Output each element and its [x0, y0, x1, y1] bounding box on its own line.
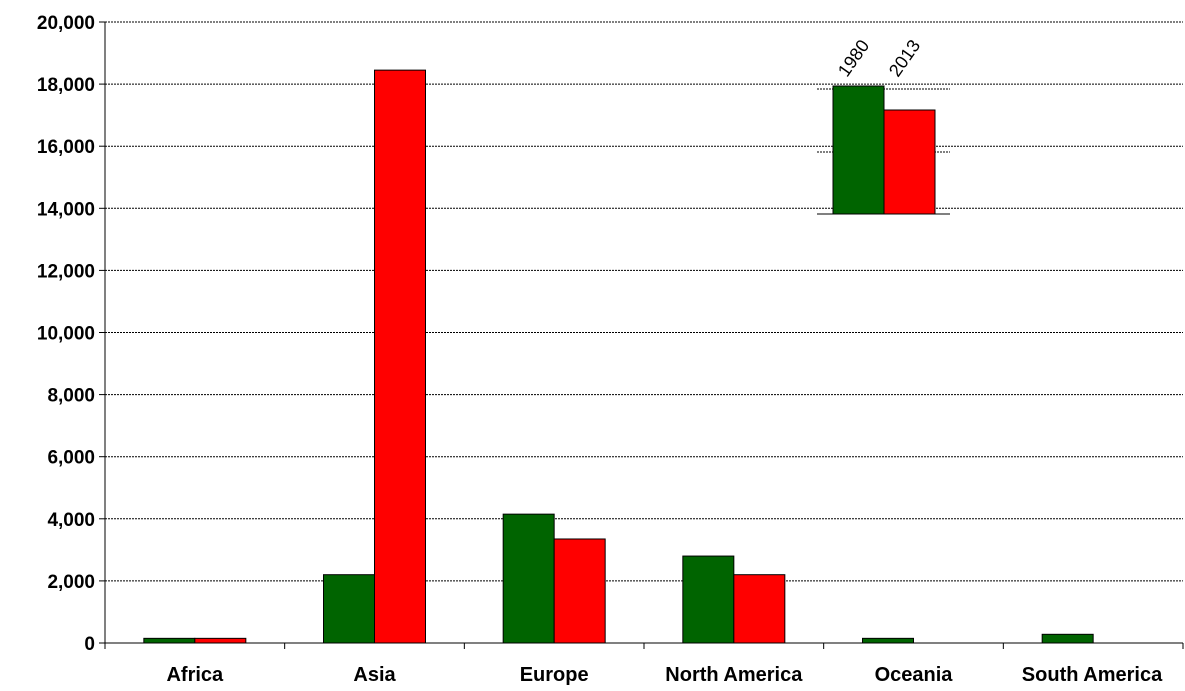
bar-2013-asia — [374, 69, 426, 644]
legend-label-2013: 2013 — [885, 36, 924, 80]
y-tick-label: 2,000 — [47, 572, 95, 593]
bar-1980-asia — [323, 574, 375, 644]
x-axis: Africa Asia Europe North America Oceania Sout… — [104, 642, 1184, 686]
y-tick-label: 16,000 — [37, 137, 95, 158]
y-axis: 0 2,000 4,000 6,000 8,000 10,000 12,000 14,000 1… — [37, 13, 106, 655]
x-tick-label: North America — [665, 664, 803, 686]
bars — [143, 69, 1094, 644]
bar-1980-south-america — [1041, 633, 1094, 644]
y-tick-label: 6,000 — [47, 448, 95, 469]
x-tick-label: Europe — [520, 664, 589, 686]
x-tick-label: Oceania — [875, 664, 954, 686]
y-tick-label: 12,000 — [37, 261, 95, 282]
legend: 1980 2013 — [817, 36, 950, 215]
bar-1980-north-america — [682, 555, 735, 644]
y-tick-label: 10,000 — [37, 324, 95, 345]
legend-swatch-2013 — [883, 109, 936, 215]
x-tick-label: Africa — [166, 664, 224, 686]
y-tick-label: 4,000 — [47, 510, 95, 531]
gridlines — [105, 21, 1183, 582]
bar-1980-europe — [502, 513, 555, 644]
y-tick-label: 0 — [84, 634, 95, 655]
bar-2013-europe — [553, 538, 606, 644]
bar-2013-africa — [194, 637, 247, 644]
bar-1980-africa — [143, 637, 196, 644]
y-tick-label: 14,000 — [37, 199, 95, 220]
y-tick-label: 20,000 — [37, 13, 95, 34]
x-tick-label: South America — [1022, 664, 1163, 686]
legend-swatch-1980 — [832, 85, 885, 215]
y-tick-label: 18,000 — [37, 75, 95, 96]
legend-label-1980: 1980 — [834, 36, 873, 80]
y-tick-label: 8,000 — [47, 386, 95, 407]
x-tick-label: Asia — [353, 664, 396, 686]
bar-1980-oceania — [862, 637, 914, 644]
bar-2013-north-america — [733, 574, 786, 644]
